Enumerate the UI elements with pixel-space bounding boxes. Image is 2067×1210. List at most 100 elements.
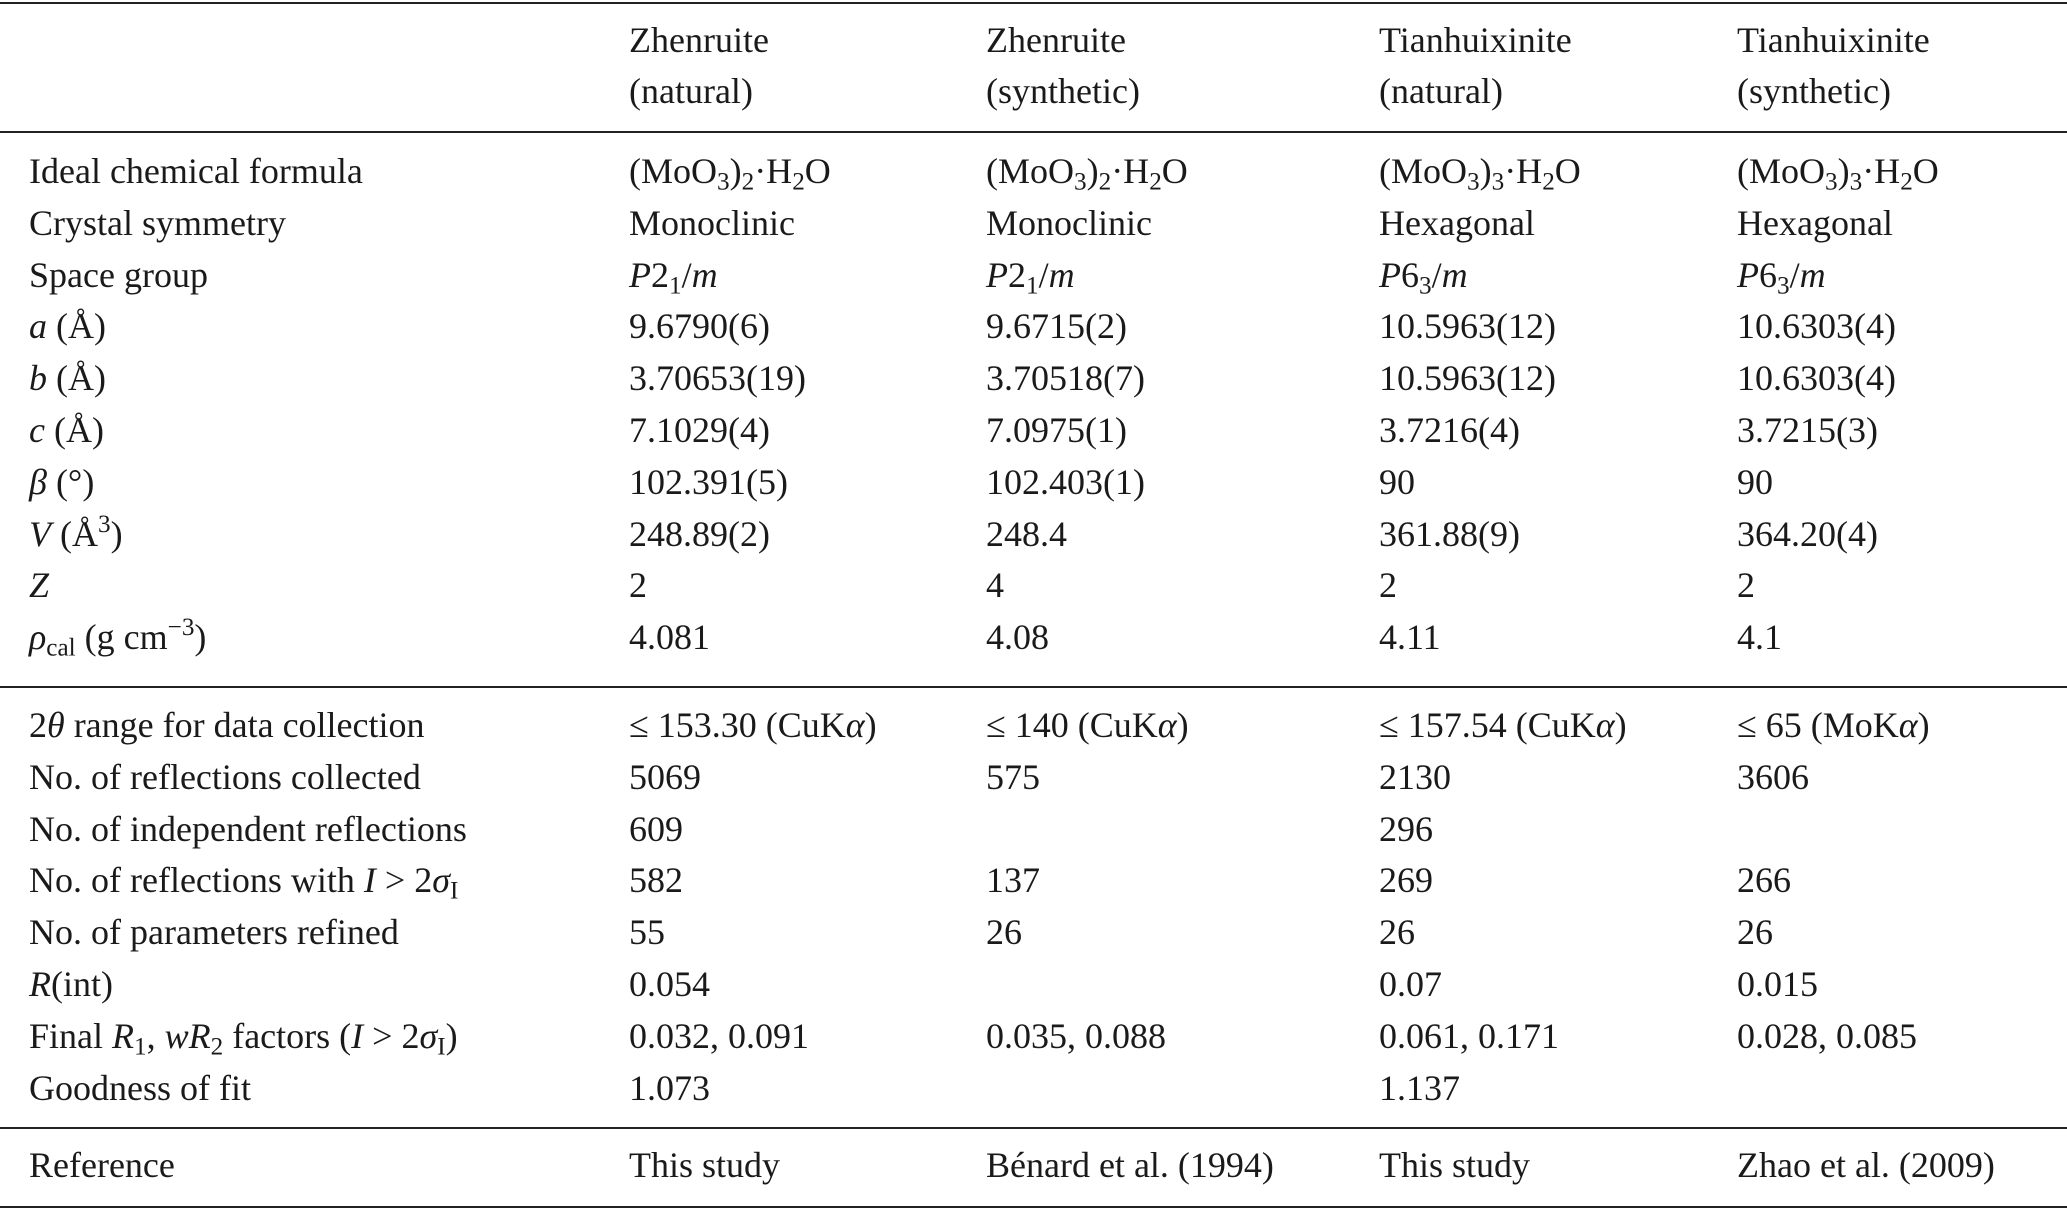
text: 296 xyxy=(1379,808,1433,849)
cell-value: (MoO3)2·H2O xyxy=(986,149,1188,194)
text: (MoO xyxy=(986,151,1074,191)
cell-value: 266 xyxy=(1737,858,1791,902)
text: ≤ 140 (CuK xyxy=(986,705,1158,745)
italic: α xyxy=(1157,705,1177,745)
cell-value: 3.70518(7) xyxy=(986,356,1145,400)
text: 2 xyxy=(1379,565,1397,606)
text: 0.054 xyxy=(629,964,710,1004)
cell-value: 26 xyxy=(1737,910,1773,954)
cell-value: 2130 xyxy=(1379,755,1451,799)
column-header: Zhenruite xyxy=(986,18,1126,62)
cell-value: This study xyxy=(629,1143,780,1187)
italic: I xyxy=(363,860,376,901)
column-header: Tianhuixinite xyxy=(1379,18,1572,62)
row-label: Space group xyxy=(29,253,208,297)
text: O xyxy=(1912,151,1939,191)
text: / xyxy=(681,254,692,295)
cell-value: 10.5963(12) xyxy=(1379,304,1556,348)
cell-value: 0.054 xyxy=(629,962,710,1006)
row-label: b (Å) xyxy=(29,356,106,400)
cell-value: ≤ 153.30 (CuKα) xyxy=(629,703,877,747)
cell-value: 3.70653(19) xyxy=(629,356,806,400)
cell-value: 3606 xyxy=(1737,755,1809,799)
cell-value: Monoclinic xyxy=(986,201,1152,245)
text: O xyxy=(1554,151,1581,191)
cell-value: Monoclinic xyxy=(629,201,795,245)
row-label: β (°) xyxy=(29,460,94,504)
text: (Å) xyxy=(44,410,104,450)
text: (Å) xyxy=(47,358,106,399)
row-label: Final R1, wR2 factors (I > 2σI) xyxy=(29,1014,458,1059)
text: 0.028, 0.085 xyxy=(1737,1015,1917,1056)
text: 6 xyxy=(1759,254,1777,295)
italic: m xyxy=(1441,254,1468,295)
text: ) xyxy=(864,705,877,745)
text: Bénard et al. (1994) xyxy=(986,1145,1274,1185)
text: 10.5963(12) xyxy=(1379,306,1556,347)
cell-value: Hexagonal xyxy=(1737,201,1893,245)
section-rule xyxy=(0,686,2067,688)
italic: b xyxy=(29,358,47,399)
cell-value: 0.032, 0.091 xyxy=(629,1014,809,1058)
italic: Z xyxy=(29,565,50,606)
text: Goodness of fit xyxy=(29,1067,251,1108)
cell-value: P21/m xyxy=(986,253,1075,298)
italic: m xyxy=(1799,254,1826,295)
top-rule xyxy=(0,2,2067,4)
cell-value: 90 xyxy=(1737,460,1773,504)
cell-value: 296 xyxy=(1379,807,1433,851)
text: / xyxy=(1038,254,1049,295)
cell-value: 55 xyxy=(629,910,665,954)
text: 26 xyxy=(1379,912,1415,953)
cell-value: 2 xyxy=(1379,563,1397,607)
text: ·H xyxy=(754,151,793,191)
text: 248.89(2) xyxy=(629,513,770,554)
text: 2 xyxy=(29,705,47,745)
subscript: 1 xyxy=(669,271,682,299)
text: 575 xyxy=(986,756,1040,797)
cell-value: 4.08 xyxy=(986,615,1049,659)
column-header: (synthetic) xyxy=(986,69,1140,113)
cell-value: ≤ 140 (CuKα) xyxy=(986,703,1189,747)
text: ) xyxy=(1917,705,1930,745)
text: > 2 xyxy=(363,1015,420,1056)
row-label: V (Å3) xyxy=(29,512,123,556)
italic: R xyxy=(29,964,51,1004)
text: (°) xyxy=(46,461,95,502)
text: (Å xyxy=(51,513,98,554)
text: 26 xyxy=(986,912,1022,953)
text: ) xyxy=(110,513,123,554)
text: Zhenruite xyxy=(629,20,769,60)
italic: σ xyxy=(419,1015,438,1056)
text: ·H xyxy=(1111,151,1150,191)
italic: ρ xyxy=(29,617,47,658)
text: 7.0975(1) xyxy=(986,410,1127,450)
italic: m xyxy=(691,254,718,295)
text: ≤ 153.30 (CuK xyxy=(629,705,846,745)
text: 3606 xyxy=(1737,756,1809,797)
subscript: 3 xyxy=(1849,168,1863,196)
text: ) xyxy=(1837,151,1850,191)
text: Hexagonal xyxy=(1379,202,1535,243)
text: Zhenruite xyxy=(986,20,1126,60)
text: Zhao et al. (2009) xyxy=(1737,1145,1995,1185)
cell-value: 248.4 xyxy=(986,512,1067,556)
row-label: No. of independent reflections xyxy=(29,807,467,851)
cell-value: P63/m xyxy=(1737,253,1826,299)
text: 2 xyxy=(629,565,647,606)
text: (natural) xyxy=(1379,71,1503,111)
text: No. of reflections with xyxy=(29,860,364,901)
text: 4.081 xyxy=(629,617,710,658)
text: 7.1029(4) xyxy=(629,410,770,450)
text: 3.7216(4) xyxy=(1379,410,1520,450)
text: 3.7215(3) xyxy=(1737,410,1878,450)
text: 4.08 xyxy=(986,617,1049,658)
text: 10.5963(12) xyxy=(1379,358,1556,399)
subscript: 3 xyxy=(1777,271,1790,299)
cell-value: (MoO3)3·H2O xyxy=(1737,149,1939,196)
text: ) xyxy=(445,1015,458,1056)
text: (natural) xyxy=(629,71,753,111)
cell-value: 0.07 xyxy=(1379,962,1442,1006)
text: (g cm xyxy=(75,617,168,658)
italic: θ xyxy=(47,705,65,745)
